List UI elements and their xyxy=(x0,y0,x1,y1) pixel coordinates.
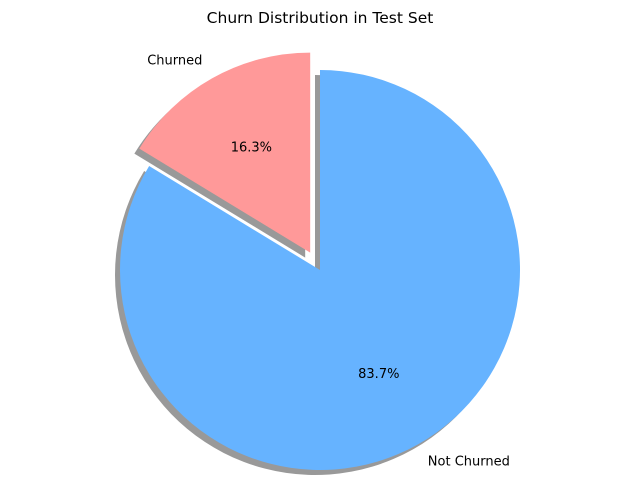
pie-slice-churned xyxy=(139,52,311,253)
chart-title: Churn Distribution in Test Set xyxy=(207,9,434,27)
slice-percent-churned: 16.3% xyxy=(231,140,272,155)
slice-labels: Not Churned 83.7% Churned 16.3% xyxy=(147,53,510,469)
slice-label-churned: Churned xyxy=(147,53,202,68)
pie-slices xyxy=(119,52,520,470)
pie-slice-not-churned xyxy=(119,70,520,470)
slice-label-not-churned: Not Churned xyxy=(428,454,510,469)
slice-percent-not-churned: 83.7% xyxy=(358,367,399,382)
